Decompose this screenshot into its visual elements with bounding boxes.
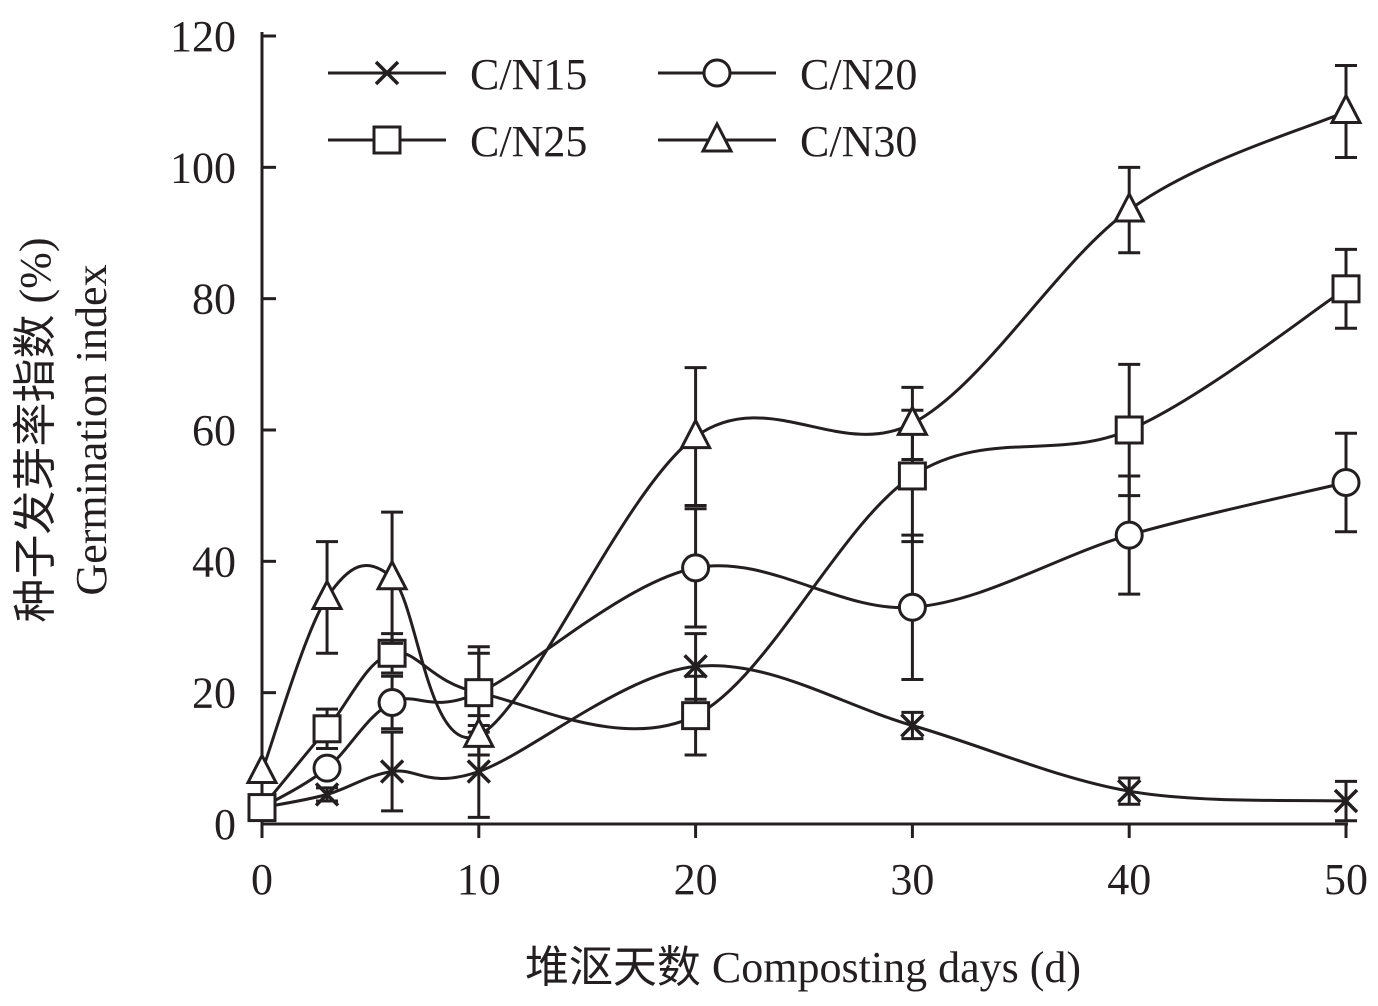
y-axis-title-line2: Germination index [67, 264, 116, 595]
x-axis-title: 堆沤天数 Composting days (d) [525, 943, 1081, 992]
series-line [260, 287, 1347, 809]
series-line [261, 481, 1347, 809]
data-point-x [1116, 778, 1142, 804]
legend-marker [372, 125, 402, 155]
data-point-x [900, 713, 925, 738]
series-line [261, 664, 1347, 810]
data-point-circle [1114, 520, 1144, 550]
y-tick-label: 40 [192, 537, 236, 586]
plot-area [245, 64, 1363, 823]
y-axis-title: 种子发芽率指数 (%) Germination index [11, 238, 116, 623]
legend-marker [700, 120, 734, 153]
legend-marker [702, 58, 732, 88]
data-point-circle [377, 688, 407, 718]
data-point-square [681, 701, 711, 731]
legend-label: C/N15 [470, 50, 587, 99]
data-point-square [1114, 415, 1144, 445]
data-point-x [379, 759, 405, 784]
x-tick-label: 30 [890, 855, 934, 904]
y-axis-title-line1: 种子发芽率指数 (%) [11, 238, 60, 623]
data-point-triangle [1112, 190, 1146, 223]
axes: 0 20 40 60 80 100 120 0 10 20 30 40 50 [170, 12, 1368, 904]
data-point-square [1331, 274, 1361, 304]
x-tick-label: 0 [251, 855, 273, 904]
legend-label: C/N20 [800, 50, 917, 99]
data-point-circle [312, 753, 342, 783]
data-point-x [466, 759, 492, 784]
legend-item-C/N30: C/N30 [658, 117, 917, 166]
data-point-circle [1331, 468, 1361, 498]
data-point-triangle [245, 752, 279, 784]
x-tick-label: 10 [457, 855, 501, 904]
legend-item-C/N20: C/N20 [658, 50, 917, 99]
legend-item-C/N25: C/N25 [328, 117, 587, 166]
data-point-triangle [895, 404, 929, 436]
data-point-square [464, 678, 494, 708]
legend-label: C/N30 [800, 117, 917, 166]
legend-label: C/N25 [470, 117, 587, 166]
data-point-triangle [679, 417, 713, 450]
series-C/N20 [247, 431, 1361, 823]
data-point-triangle [310, 578, 344, 610]
data-point-square [312, 714, 342, 744]
data-point-x [683, 654, 708, 679]
series-C/N30 [245, 64, 1363, 784]
y-tick-label: 100 [170, 143, 236, 192]
data-point-square [897, 461, 927, 491]
y-tick-label: 80 [192, 275, 236, 324]
y-tick-label: 20 [192, 669, 236, 718]
data-point-circle [681, 553, 711, 583]
y-tick-label: 0 [214, 800, 236, 849]
series-line [260, 110, 1347, 773]
data-point-x [1333, 788, 1359, 814]
data-point-x [314, 782, 340, 807]
legend: C/N15 C/N20 C/N25 C/N30 [328, 50, 917, 166]
x-tick-label: 50 [1324, 855, 1368, 904]
data-point-triangle [1329, 92, 1363, 125]
x-tick-label: 40 [1107, 855, 1151, 904]
legend-marker [374, 60, 400, 86]
legend-item-C/N15: C/N15 [328, 50, 587, 99]
y-tick-label: 120 [170, 12, 236, 61]
x-tick-label: 20 [674, 855, 718, 904]
data-point-triangle [375, 558, 409, 591]
series-C/N25 [247, 247, 1361, 823]
y-tick-label: 60 [192, 406, 236, 455]
data-point-square [247, 793, 277, 823]
data-point-triangle [462, 716, 496, 748]
data-point-circle [897, 592, 927, 622]
